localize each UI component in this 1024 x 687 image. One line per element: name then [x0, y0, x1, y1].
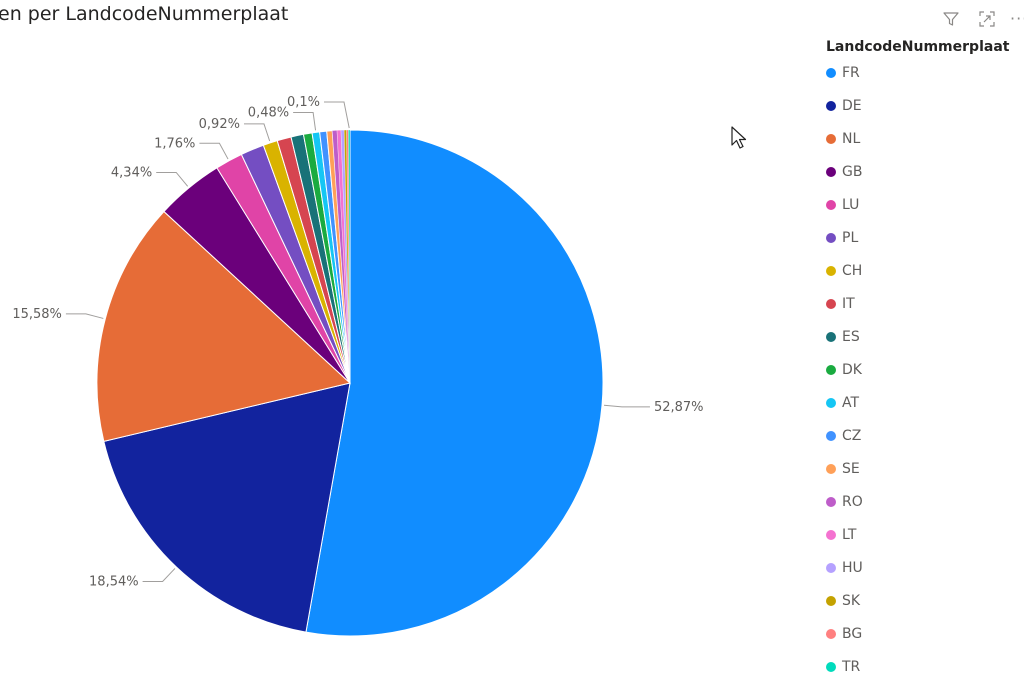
pie-slice-nl[interactable] [96, 210, 352, 442]
leader-line [603, 404, 650, 408]
legend-marker-icon [826, 662, 836, 672]
legend-item-tr[interactable]: TR [826, 656, 860, 678]
legend-item-es[interactable]: ES [826, 326, 860, 348]
legend-item-label: LU [842, 197, 860, 213]
legend-marker-icon [826, 530, 836, 540]
legend-item-sk[interactable]: SK [826, 590, 860, 612]
legend-item-label: BG [842, 626, 863, 642]
legend-marker-icon [826, 266, 836, 276]
legend-item-at[interactable]: AT [826, 392, 859, 414]
focus-mode-icon[interactable] [976, 8, 998, 30]
legend-item-label: FR [842, 65, 860, 81]
legend-item-gb[interactable]: GB [826, 161, 862, 183]
legend-item-label: IT [842, 296, 855, 312]
data-label-at: 0,48% [248, 106, 317, 131]
legend-item-ro[interactable]: RO [826, 491, 863, 513]
leader-line [156, 171, 189, 187]
data-label-text: 0,48% [248, 106, 289, 121]
leader-line [199, 142, 229, 160]
legend-item-lu[interactable]: LU [826, 194, 859, 216]
legend-item-lt[interactable]: LT [826, 524, 856, 546]
leader-line [324, 101, 350, 129]
legend-item-dk[interactable]: DK [826, 359, 862, 381]
pie-slice-de[interactable] [103, 382, 351, 633]
data-label-text: 1,76% [154, 136, 195, 151]
legend-item-label: NL [842, 131, 861, 147]
legend-marker-icon [826, 398, 836, 408]
legend-item-label: AT [842, 395, 860, 411]
legend-marker-icon [826, 167, 836, 177]
legend-marker-icon [826, 563, 836, 573]
data-label-nl: 15,58% [12, 307, 104, 322]
legend-item-label: CZ [842, 428, 862, 444]
legend-item-label: SK [842, 593, 861, 609]
legend-marker-icon [826, 497, 836, 507]
legend-item-label: ES [842, 329, 860, 345]
legend-marker-icon [826, 431, 836, 441]
legend-item-cz[interactable]: CZ [826, 425, 861, 447]
leader-line [65, 313, 104, 319]
pie-chart: 52,87% 18,54% 15,58% 4,34%1,76% 0,92% 0,48%0,… [12, 95, 704, 637]
legend-item-fr[interactable]: FR [826, 62, 860, 84]
legend-item-label: GB [842, 164, 863, 180]
legend-item-ch[interactable]: CH [826, 260, 862, 282]
legend-item-bg[interactable]: BG [826, 623, 862, 645]
legend-marker-icon [826, 233, 836, 243]
legend-item-it[interactable]: IT [826, 293, 855, 315]
pie-slice-tr[interactable] [348, 129, 351, 384]
legend-item-label: TR [842, 659, 861, 675]
data-label-gb: 4,34% [111, 165, 189, 187]
filter-icon[interactable] [940, 8, 962, 30]
leader-line [293, 112, 317, 131]
legend-marker-icon [826, 200, 836, 210]
legend-item-label: DE [842, 98, 862, 114]
legend-marker-icon [826, 299, 836, 309]
legend-item-de[interactable]: DE [826, 95, 862, 117]
legend-marker-icon [826, 629, 836, 639]
pie-slice-fr[interactable] [305, 129, 604, 637]
legend-item-label: PL [842, 230, 859, 246]
legend-marker-icon [826, 68, 836, 78]
legend-item-label: LT [842, 527, 857, 543]
data-label-tr: 0,1% [287, 95, 350, 129]
legend-item-label: CH [842, 263, 863, 279]
data-label-text: 0,92% [199, 117, 240, 132]
legend-item-se[interactable]: SE [826, 458, 860, 480]
legend-marker-icon [826, 332, 836, 342]
legend: LandcodeNummerplaat FR DE NL GB LU PL CH IT ES DK… [826, 34, 1009, 687]
chart-title: en per LandcodeNummerplaat [0, 3, 289, 25]
legend-item-label: HU [842, 560, 863, 576]
data-label-text: 0,1% [287, 95, 320, 110]
data-label-lu: 1,76% [154, 136, 229, 160]
more-options-icon[interactable]: ··· [1010, 9, 1024, 28]
legend-item-label: SE [842, 461, 860, 477]
legend-marker-icon [826, 596, 836, 606]
legend-list: FR DE NL GB LU PL CH IT ES DK AT CZ SE RO LT HU SK BG TR [826, 60, 1009, 687]
legend-marker-icon [826, 365, 836, 375]
data-label-text: 15,58% [12, 307, 62, 322]
legend-item-pl[interactable]: PL [826, 227, 858, 249]
legend-item-label: DK [842, 362, 862, 378]
data-label-text: 4,34% [111, 165, 152, 180]
legend-marker-icon [826, 101, 836, 111]
leader-line [243, 123, 271, 142]
legend-item-label: RO [842, 494, 863, 510]
data-label-text: 18,54% [89, 575, 139, 590]
data-label-ch: 0,92% [199, 117, 271, 142]
leader-line [142, 568, 176, 583]
legend-title: LandcodeNummerplaat [826, 39, 1010, 55]
legend-item-nl[interactable]: NL [826, 128, 860, 150]
mouse-cursor-icon [731, 126, 749, 154]
legend-marker-icon [826, 464, 836, 474]
legend-marker-icon [826, 134, 836, 144]
data-label-text: 52,87% [654, 400, 704, 415]
data-label-fr: 52,87% [603, 400, 704, 415]
legend-item-hu[interactable]: HU [826, 557, 863, 579]
data-label-de: 18,54% [89, 568, 176, 590]
